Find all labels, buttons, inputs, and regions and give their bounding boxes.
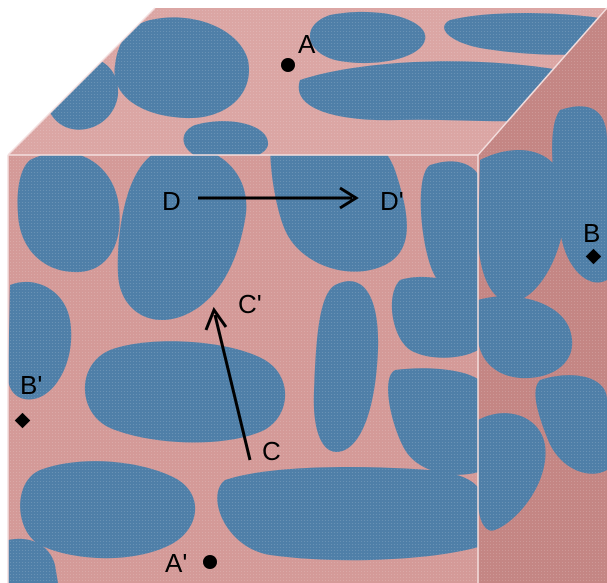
label-d: D <box>162 186 181 216</box>
label-d-prime: D' <box>380 186 404 216</box>
label-a-prime: A' <box>165 548 187 578</box>
label-c-prime: C' <box>238 289 262 319</box>
arrow-d-to-dprime <box>198 186 359 210</box>
cube-edges <box>7 7 607 583</box>
label-b: B <box>583 218 600 248</box>
label-a: A <box>298 29 316 59</box>
point-a-marker <box>281 58 295 72</box>
arrow-c-to-cprime <box>204 306 252 461</box>
label-c: C <box>262 436 281 466</box>
label-b-prime: B' <box>20 370 42 400</box>
point-a-prime-marker <box>203 555 217 569</box>
texture-overlay <box>8 8 607 583</box>
